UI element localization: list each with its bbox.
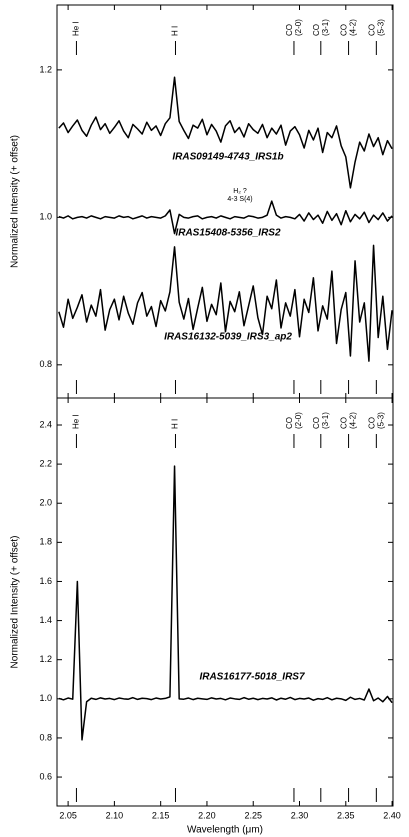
y-axis-title: Normalized Intensity (+ offset): [10, 135, 21, 268]
spectrum-line: [58, 244, 393, 362]
marker-label: CO: [367, 417, 376, 429]
marker-label: CO: [340, 417, 349, 429]
marker-label: CO: [285, 24, 294, 36]
y-tick-label: 1.6: [39, 576, 52, 586]
x-axis-title: Wavelength (μm): [187, 825, 263, 836]
y-tick-label: 0.8: [39, 732, 52, 742]
marker-label: H I: [171, 419, 180, 429]
y-tick-label: 1.4: [39, 615, 52, 625]
marker-transition: (2-0): [294, 412, 303, 429]
x-tick-label: 2.20: [198, 810, 216, 820]
marker-transition: (3-1): [321, 412, 330, 429]
y-tick-label: 0.8: [39, 359, 52, 369]
annotation: H₂ ?: [233, 188, 247, 195]
marker-label: He I: [72, 21, 81, 36]
y-tick-label: 2.4: [39, 419, 52, 429]
marker-label: CO: [285, 417, 294, 429]
y-tick-label: 2.2: [39, 458, 52, 468]
x-tick-label: 2.40: [383, 810, 401, 820]
marker-label: CO: [312, 24, 321, 36]
spectrum-line: [58, 465, 393, 741]
marker-transition: (5-3): [376, 19, 385, 36]
y-tick-label: 1.2: [39, 64, 52, 74]
y-axis-title: Normalized Intensity (+ offset): [10, 536, 21, 669]
series-label: IRAS09149-4743_IRS1b: [172, 152, 283, 163]
spectrum-line: [58, 200, 393, 235]
y-tick-label: 1.0: [39, 212, 52, 222]
y-tick-label: 1.8: [39, 537, 52, 547]
x-tick-label: 2.05: [59, 810, 77, 820]
marker-transition: (5-3): [376, 412, 385, 429]
x-tick-label: 2.25: [244, 810, 262, 820]
x-tick-label: 2.10: [106, 810, 124, 820]
spectrum-line: [58, 76, 393, 189]
marker-label: CO: [340, 24, 349, 36]
marker-label: CO: [367, 24, 376, 36]
x-tick-label: 2.15: [152, 810, 170, 820]
marker-label: CO: [312, 417, 321, 429]
marker-label: H I: [171, 26, 180, 36]
series-label: IRAS16177-5018_IRS7: [199, 672, 305, 683]
y-tick-label: 2.0: [39, 498, 52, 508]
y-tick-label: 1.0: [39, 693, 52, 703]
x-tick-label: 2.35: [337, 810, 355, 820]
marker-transition: (4-2): [349, 412, 358, 429]
x-tick-label: 2.30: [291, 810, 309, 820]
marker-transition: (3-1): [321, 19, 330, 36]
plot-frame: [56, 397, 394, 807]
marker-transition: (4-2): [349, 19, 358, 36]
series-label: IRAS15408-5356_IRS2: [175, 228, 281, 239]
marker-transition: (2-0): [294, 19, 303, 36]
marker-label: He I: [72, 414, 81, 429]
annotation: 4-3 S(4): [227, 196, 252, 203]
y-tick-label: 1.2: [39, 654, 52, 664]
series-label: IRAS16132-5039_IRS3_ap2: [164, 332, 292, 343]
y-tick-label: 0.6: [39, 771, 52, 781]
